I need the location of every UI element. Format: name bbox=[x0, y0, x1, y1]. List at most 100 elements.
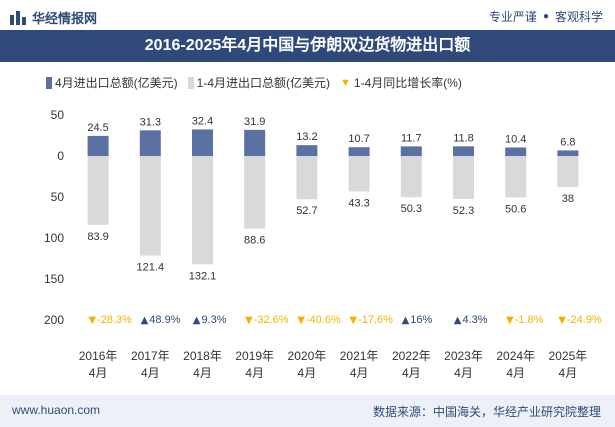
bar-month bbox=[192, 129, 213, 156]
legend-swatch-month bbox=[46, 76, 52, 89]
x-tick-label-month: 4月 bbox=[193, 366, 212, 380]
bar-month bbox=[400, 146, 422, 156]
footer-source: 数据来源：中国海关，华经产业研究院整理 bbox=[372, 405, 601, 419]
bar-ytd bbox=[296, 156, 318, 200]
bar-ytd bbox=[87, 156, 109, 225]
x-tick-label: 2021年 bbox=[340, 349, 379, 363]
bar-ytd bbox=[244, 156, 266, 229]
data-label-growth: 16% bbox=[410, 314, 432, 326]
brand-logo: 华经情报网 bbox=[10, 8, 97, 27]
growth-down-icon: ▼ bbox=[349, 315, 357, 326]
x-tick-label: 2017年 bbox=[131, 349, 170, 363]
x-tick-label: 2018年 bbox=[183, 349, 222, 363]
data-label-ytd: 83.9 bbox=[87, 231, 108, 243]
x-tick-label: 2022年 bbox=[392, 349, 431, 363]
legend-item-growth: ▼ 1-4月同比增长率(%) bbox=[340, 74, 462, 91]
bar-ytd bbox=[557, 156, 579, 188]
legend-label-growth: 1-4月同比增长率(%) bbox=[353, 76, 462, 90]
chart-legend: 4月进出口总额(亿美元) 1-4月进出口总额(亿美元) ▼ 1-4月同比增长率(… bbox=[46, 74, 468, 91]
data-label-growth: -17.6% bbox=[358, 314, 393, 326]
growth-up-icon: ▲ bbox=[454, 315, 462, 326]
data-label-growth: 48.9% bbox=[149, 314, 180, 326]
data-label-growth: 9.3% bbox=[202, 314, 227, 326]
bar-ytd bbox=[505, 156, 527, 198]
bar-ytd bbox=[453, 156, 474, 199]
data-label-month: 13.2 bbox=[296, 131, 317, 143]
y-tick-label: 0 bbox=[57, 149, 64, 163]
bar-month bbox=[348, 147, 370, 156]
data-label-month: 11.8 bbox=[453, 132, 474, 144]
data-label-month: 32.4 bbox=[192, 115, 213, 127]
y-tick-label: 50 bbox=[51, 108, 65, 122]
y-tick-label: 100 bbox=[44, 231, 64, 245]
data-label-month: 6.8 bbox=[560, 136, 575, 148]
data-label-growth: -32.6% bbox=[254, 314, 289, 326]
data-label-ytd: 121.4 bbox=[137, 262, 165, 274]
footer: www.huaon.com 数据来源：中国海关，华经产业研究院整理 bbox=[0, 395, 615, 427]
bar-month bbox=[453, 146, 474, 156]
x-tick-label: 2019年 bbox=[235, 349, 274, 363]
bar-month bbox=[139, 130, 161, 156]
x-tick-label-month: 4月 bbox=[454, 366, 473, 380]
top-bar: 华经情报网 专业严谨 ● 客观科学 bbox=[0, 0, 615, 30]
data-label-ytd: 88.6 bbox=[244, 235, 265, 247]
x-tick-label-month: 4月 bbox=[298, 366, 317, 380]
bar-month bbox=[87, 135, 109, 156]
x-tick-label: 2023年 bbox=[444, 349, 483, 363]
x-tick-label: 2024年 bbox=[496, 349, 535, 363]
data-label-ytd: 132.1 bbox=[189, 270, 217, 282]
x-tick-label-month: 4月 bbox=[402, 366, 421, 380]
data-label-ytd: 50.3 bbox=[401, 203, 422, 215]
data-label-month: 10.7 bbox=[348, 133, 369, 145]
data-label-month: 31.3 bbox=[140, 116, 161, 128]
growth-down-icon: ▼ bbox=[297, 315, 305, 326]
bar-ytd bbox=[400, 156, 422, 198]
growth-down-icon: ▼ bbox=[88, 315, 96, 326]
data-label-ytd: 38 bbox=[562, 193, 574, 205]
brand-name: 华经情报网 bbox=[32, 11, 98, 26]
growth-up-icon: ▲ bbox=[402, 315, 410, 326]
data-label-month: 24.5 bbox=[87, 122, 108, 134]
data-label-ytd: 43.3 bbox=[348, 198, 369, 210]
x-tick-label-month: 4月 bbox=[245, 366, 264, 380]
tagline-2: 客观科学 bbox=[554, 10, 603, 24]
data-label-ytd: 52.7 bbox=[296, 205, 317, 217]
data-label-month: 11.7 bbox=[401, 132, 422, 144]
footer-website: www.huaon.com bbox=[12, 403, 101, 417]
legend-swatch-ytd bbox=[187, 76, 194, 89]
legend-label-month: 4月进出口总额(亿美元) bbox=[55, 76, 178, 90]
triangle-down-icon: ▼ bbox=[340, 76, 351, 89]
data-label-ytd: 52.3 bbox=[453, 205, 474, 217]
data-label-growth: -1.8% bbox=[515, 314, 544, 326]
x-tick-label-month: 4月 bbox=[559, 366, 578, 380]
growth-up-icon: ▲ bbox=[193, 315, 201, 326]
logo-bars-icon bbox=[10, 10, 26, 25]
x-tick-label: 2025年 bbox=[549, 349, 588, 363]
growth-down-icon: ▼ bbox=[245, 315, 253, 326]
legend-item-month: 4月进出口总额(亿美元) bbox=[46, 74, 178, 91]
data-label-month: 31.9 bbox=[244, 116, 265, 128]
bar-month bbox=[244, 129, 266, 156]
x-tick-label-month: 4月 bbox=[141, 366, 160, 380]
data-label-growth: -40.6% bbox=[306, 314, 341, 326]
legend-label-ytd: 1-4月进出口总额(亿美元) bbox=[196, 76, 331, 90]
growth-up-icon: ▲ bbox=[141, 315, 149, 326]
y-tick-label: 50 bbox=[51, 190, 65, 204]
data-label-growth: -28.3% bbox=[97, 314, 132, 326]
x-tick-label-month: 4月 bbox=[350, 366, 369, 380]
bar-ytd bbox=[348, 156, 370, 192]
growth-down-icon: ▼ bbox=[506, 315, 514, 326]
data-label-ytd: 50.6 bbox=[505, 203, 526, 215]
x-tick-label: 2016年 bbox=[79, 349, 118, 363]
chart-title: 2016-2025年4月中国与伊朗双边货物进出口额 bbox=[0, 30, 615, 62]
y-tick-label: 200 bbox=[44, 313, 64, 327]
tagline: 专业严谨 ● 客观科学 bbox=[489, 8, 603, 25]
data-label-growth: 4.3% bbox=[463, 314, 488, 326]
legend-item-ytd: 1-4月进出口总额(亿美元) bbox=[187, 74, 331, 91]
growth-down-icon: ▼ bbox=[558, 315, 566, 326]
bar-month bbox=[557, 150, 579, 156]
data-label-month: 10.4 bbox=[505, 133, 526, 145]
bar-month bbox=[505, 147, 527, 156]
data-label-growth: -24.9% bbox=[567, 314, 602, 326]
